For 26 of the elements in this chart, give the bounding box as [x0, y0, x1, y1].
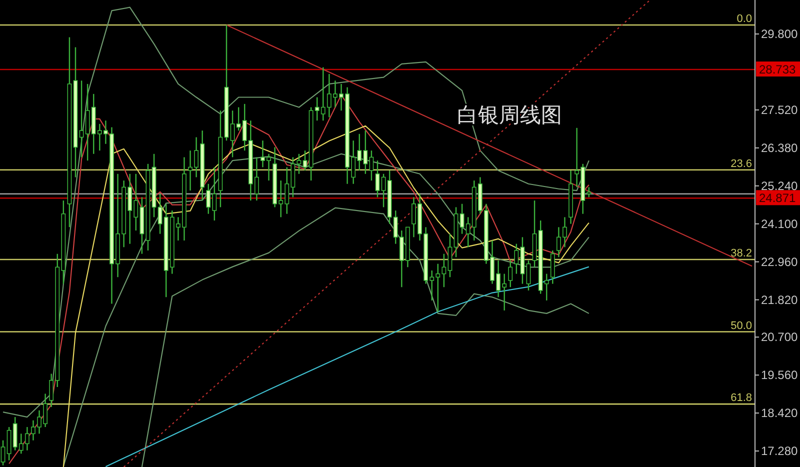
annotation: 0.0: [736, 12, 752, 25]
candlestick: [526, 260, 531, 292]
annotation: 38.2: [730, 247, 752, 260]
annotation: 23.6: [730, 158, 752, 170]
y-tick-label: 25.240: [761, 178, 798, 193]
y-tick-label: 19.560: [761, 368, 798, 382]
candlestick: [508, 260, 513, 288]
candlestick: [550, 250, 555, 284]
y-tick-label: 24.100: [761, 216, 798, 231]
y-tick-label: 27.520: [761, 102, 798, 117]
annotation: 50.0: [730, 320, 752, 332]
y-tick-label: 26.380: [761, 140, 798, 155]
y-tick-label: 21.820: [761, 292, 798, 307]
candlestick: [448, 233, 452, 278]
candlestick: [375, 160, 380, 198]
y-tick-label: 20.700: [761, 330, 798, 344]
y-tick-label: 29.800: [761, 26, 798, 41]
y-tick-label: 22.960: [761, 254, 798, 269]
y-tick-label: 17.280: [761, 444, 798, 458]
candlestick: [296, 153, 302, 174]
ref-line-label: 28.733: [759, 62, 796, 77]
candlestick: [302, 150, 308, 172]
y-tick-label: 18.420: [761, 406, 798, 420]
ref-line-label: 24.871: [759, 191, 796, 206]
annotation: 61.8: [730, 392, 752, 404]
candlestick: [0, 440, 6, 466]
